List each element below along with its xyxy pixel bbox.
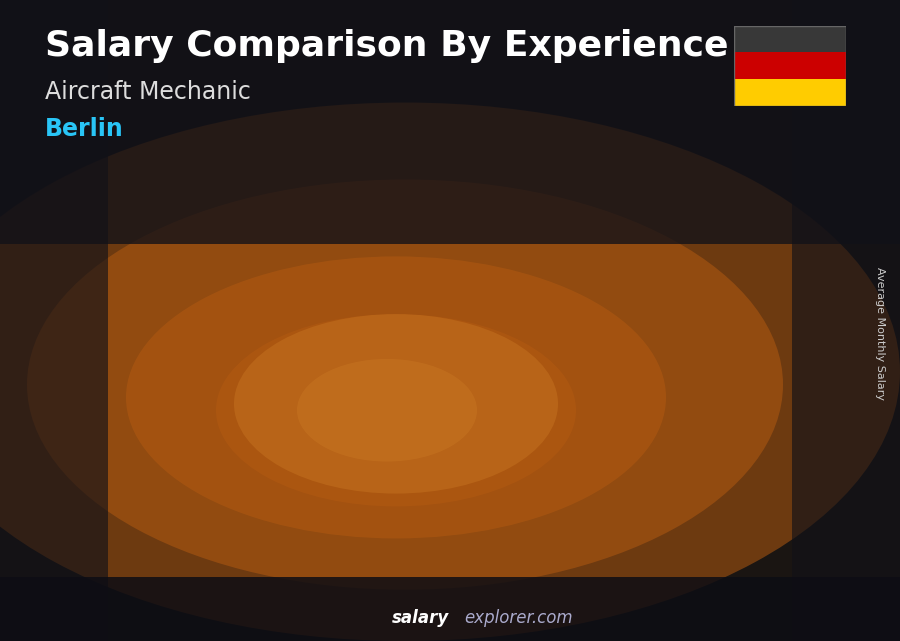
Bar	[734, 53, 846, 79]
Bar	[344, 302, 410, 306]
Bar	[734, 26, 846, 53]
Text: 2,730 EUR: 2,730 EUR	[461, 237, 549, 251]
Bar	[734, 79, 846, 106]
Text: 10 to 15: 10 to 15	[466, 546, 544, 564]
Bar	[727, 210, 794, 526]
Text: 15 to 20: 15 to 20	[594, 546, 671, 564]
Text: Berlin: Berlin	[45, 117, 124, 140]
Bar	[599, 233, 666, 238]
Ellipse shape	[0, 103, 900, 641]
Bar	[472, 256, 538, 262]
Bar	[344, 302, 410, 526]
Bar	[472, 256, 538, 526]
Text: 2 to 5: 2 to 5	[222, 546, 276, 564]
Bar	[534, 256, 538, 526]
Ellipse shape	[27, 179, 783, 590]
Text: salary: salary	[392, 609, 449, 627]
Bar	[216, 366, 283, 526]
Text: +9%: +9%	[528, 168, 589, 192]
Text: 5 to 10: 5 to 10	[345, 546, 410, 564]
Bar	[0, 0, 108, 641]
Text: +31%: +31%	[137, 268, 213, 292]
Text: 20+ Years: 20+ Years	[714, 546, 807, 564]
Text: Salary Comparison By Experience: Salary Comparison By Experience	[45, 29, 728, 63]
Text: +8%: +8%	[656, 151, 716, 175]
Ellipse shape	[234, 314, 558, 494]
Bar	[789, 210, 794, 526]
Text: +20%: +20%	[392, 186, 469, 210]
Text: 2,270 EUR: 2,270 EUR	[333, 282, 421, 297]
Bar	[0, 0, 900, 244]
Text: < 2 Years: < 2 Years	[77, 546, 166, 564]
Bar	[406, 302, 410, 526]
Text: 1,620 EUR: 1,620 EUR	[205, 346, 293, 361]
Text: 2,970 EUR: 2,970 EUR	[589, 213, 677, 228]
Text: 3,200 EUR: 3,200 EUR	[716, 190, 805, 205]
Bar	[88, 403, 155, 526]
Text: Average Monthly Salary: Average Monthly Salary	[875, 267, 886, 400]
Ellipse shape	[126, 256, 666, 538]
Bar	[727, 210, 794, 216]
Bar	[0, 577, 900, 641]
Bar	[216, 366, 283, 369]
Text: explorer.com: explorer.com	[464, 609, 573, 627]
Bar	[599, 233, 666, 526]
Ellipse shape	[216, 314, 576, 506]
Ellipse shape	[297, 359, 477, 462]
Bar	[150, 403, 155, 526]
Text: Aircraft Mechanic: Aircraft Mechanic	[45, 80, 251, 104]
Bar	[792, 0, 900, 641]
Text: 1,240 EUR: 1,240 EUR	[77, 383, 166, 399]
Bar	[662, 233, 666, 526]
Bar	[278, 366, 283, 526]
Text: +40%: +40%	[265, 220, 341, 244]
Bar	[88, 403, 155, 406]
